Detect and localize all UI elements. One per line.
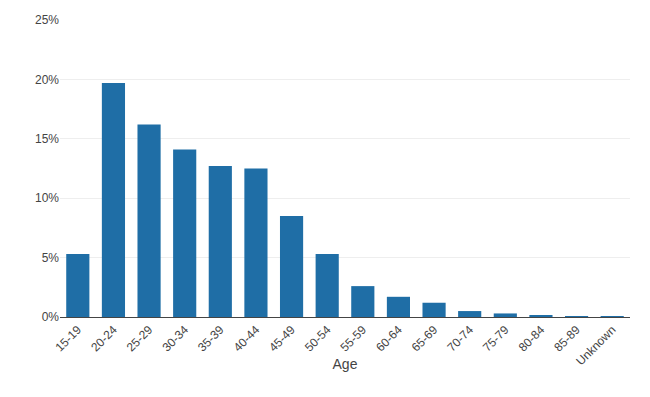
svg-text:15-19: 15-19	[53, 323, 85, 355]
svg-text:20-24: 20-24	[88, 323, 120, 355]
svg-text:50-54: 50-54	[302, 323, 334, 355]
svg-text:15%: 15%	[35, 132, 59, 146]
svg-text:55-59: 55-59	[338, 323, 370, 355]
svg-text:70-74: 70-74	[444, 323, 476, 355]
svg-text:25-29: 25-29	[124, 323, 156, 355]
svg-text:40-44: 40-44	[231, 323, 263, 355]
svg-text:85-89: 85-89	[551, 323, 583, 355]
svg-text:35-39: 35-39	[195, 323, 227, 355]
svg-text:20%: 20%	[35, 73, 59, 87]
svg-text:5%: 5%	[42, 251, 60, 265]
svg-text:Unknown: Unknown	[573, 323, 618, 368]
svg-text:75-79: 75-79	[480, 323, 512, 355]
svg-text:Age: Age	[333, 356, 358, 372]
svg-text:30-34: 30-34	[159, 323, 191, 355]
svg-text:45-49: 45-49	[266, 323, 298, 355]
svg-text:65-69: 65-69	[409, 323, 441, 355]
svg-text:0%: 0%	[42, 310, 60, 324]
svg-text:10%: 10%	[35, 191, 59, 205]
svg-text:25%: 25%	[35, 13, 59, 27]
svg-text:80-84: 80-84	[516, 323, 548, 355]
svg-text:60-64: 60-64	[373, 323, 405, 355]
